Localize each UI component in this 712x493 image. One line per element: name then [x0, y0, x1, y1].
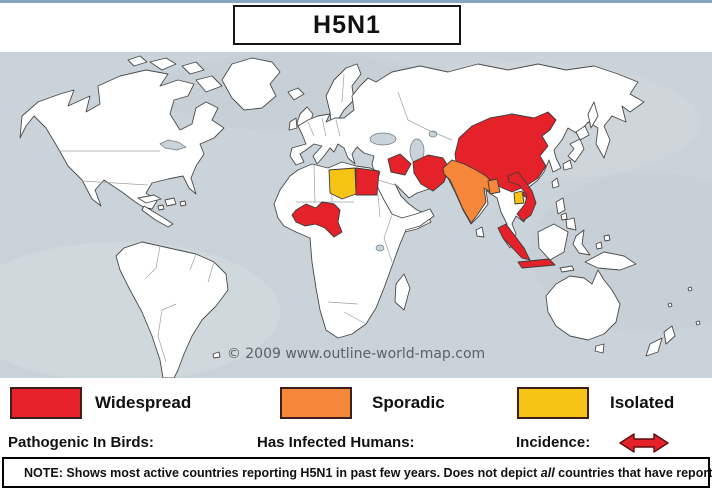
caption-pathogenic-birds: Pathogenic In Birds:: [8, 434, 154, 451]
japan: [562, 125, 590, 171]
legend-swatch-widespread: [10, 387, 82, 419]
new-zealand: [645, 325, 676, 357]
map-copyright: © 2009 www.outline-world-map.com: [227, 346, 485, 362]
tasmania: [594, 343, 605, 354]
country-iraq: [387, 153, 412, 176]
legend-swatch-isolated: [517, 387, 589, 419]
legend-label-widespread: Widespread: [95, 393, 192, 412]
arctic-islands: [127, 55, 223, 93]
taiwan: [551, 177, 560, 189]
inland-seas: [159, 130, 438, 252]
title-box: H5N1: [233, 5, 461, 45]
great-lakes: [159, 139, 187, 151]
falklands: [212, 351, 221, 359]
borneo: [537, 223, 569, 261]
caption-incidence: Incidence:: [516, 434, 591, 451]
reported-countries: [291, 111, 557, 269]
legend-label-sporadic: Sporadic: [372, 393, 445, 412]
greenland: [221, 57, 281, 111]
country-libya: [328, 167, 357, 200]
sulawesi: [572, 229, 591, 256]
country-india: [442, 159, 499, 224]
new-guinea: [584, 251, 637, 271]
legend-swatch-sporadic: [280, 387, 352, 419]
country-java: [517, 258, 556, 269]
sakhalin: [587, 101, 599, 129]
caption-infected-humans: Has Infected Humans:: [257, 434, 415, 451]
world-map: © 2009 www.outline-world-map.com: [0, 52, 712, 382]
country-egypt: [355, 167, 380, 196]
country-west-africa: [291, 201, 343, 238]
internal-borders: [58, 73, 453, 363]
ireland: [288, 117, 298, 131]
country-iran: [412, 154, 450, 192]
note-box: NOTE: Shows most active countries report…: [2, 457, 712, 488]
south-america: [115, 241, 229, 379]
philippines: [555, 197, 577, 231]
country-sumatra: [497, 223, 531, 261]
pacific-islets: [667, 286, 701, 326]
central-america: [141, 205, 174, 228]
incidence-arrow-shape: [619, 433, 669, 453]
madagascar: [394, 273, 411, 311]
note-text: NOTE: Shows most active countries report…: [24, 465, 712, 480]
caribbean: [137, 194, 187, 211]
north-america: [19, 69, 225, 210]
legend-label-isolated: Isolated: [610, 393, 675, 412]
moluccas: [595, 234, 611, 250]
australia: [545, 269, 621, 341]
black-sea: [369, 132, 397, 146]
country-vietnam: [507, 171, 537, 222]
incidence-arrow: [619, 430, 669, 456]
page-title: H5N1: [313, 10, 381, 39]
country-laos-spot: [513, 190, 525, 205]
top-accent-bar: [0, 0, 712, 3]
iceland: [287, 87, 305, 101]
sri-lanka: [475, 226, 485, 238]
lesser-sunda: [559, 265, 575, 273]
lake-victoria: [375, 244, 385, 252]
country-bangladesh: [487, 178, 501, 195]
